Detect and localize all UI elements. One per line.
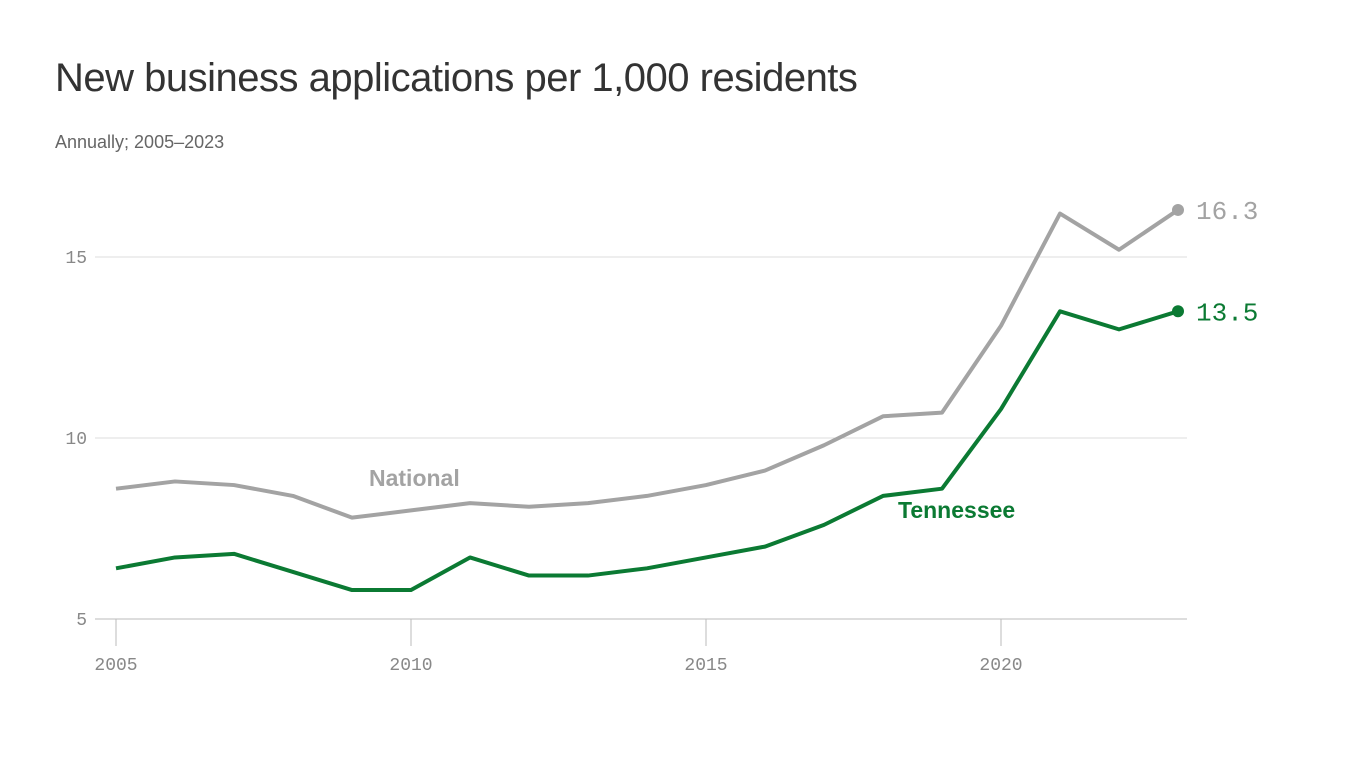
end-point-tennessee [1172,305,1184,318]
series-label-national: National [369,465,460,491]
x-tick-label: 2010 [389,656,432,676]
y-tick-label: 10 [65,430,87,450]
end-label-national: 16.3 [1196,197,1258,227]
end-label-tennessee: 13.5 [1196,298,1258,328]
x-tick-label: 2020 [979,656,1022,676]
end-point-national [1172,203,1184,216]
series-label-tennessee: Tennessee [898,497,1015,523]
chart-subtitle: Annually; 2005–2023 [55,132,225,152]
y-tick-label: 5 [76,611,87,631]
series-line-tennessee [115,309,1179,593]
x-tick-label: 2015 [684,656,727,676]
chart-title: New business applications per 1,000 resi… [55,56,858,100]
series-line-national [115,208,1180,520]
x-tick-label: 2005 [94,656,137,676]
y-tick-label: 15 [65,249,87,269]
